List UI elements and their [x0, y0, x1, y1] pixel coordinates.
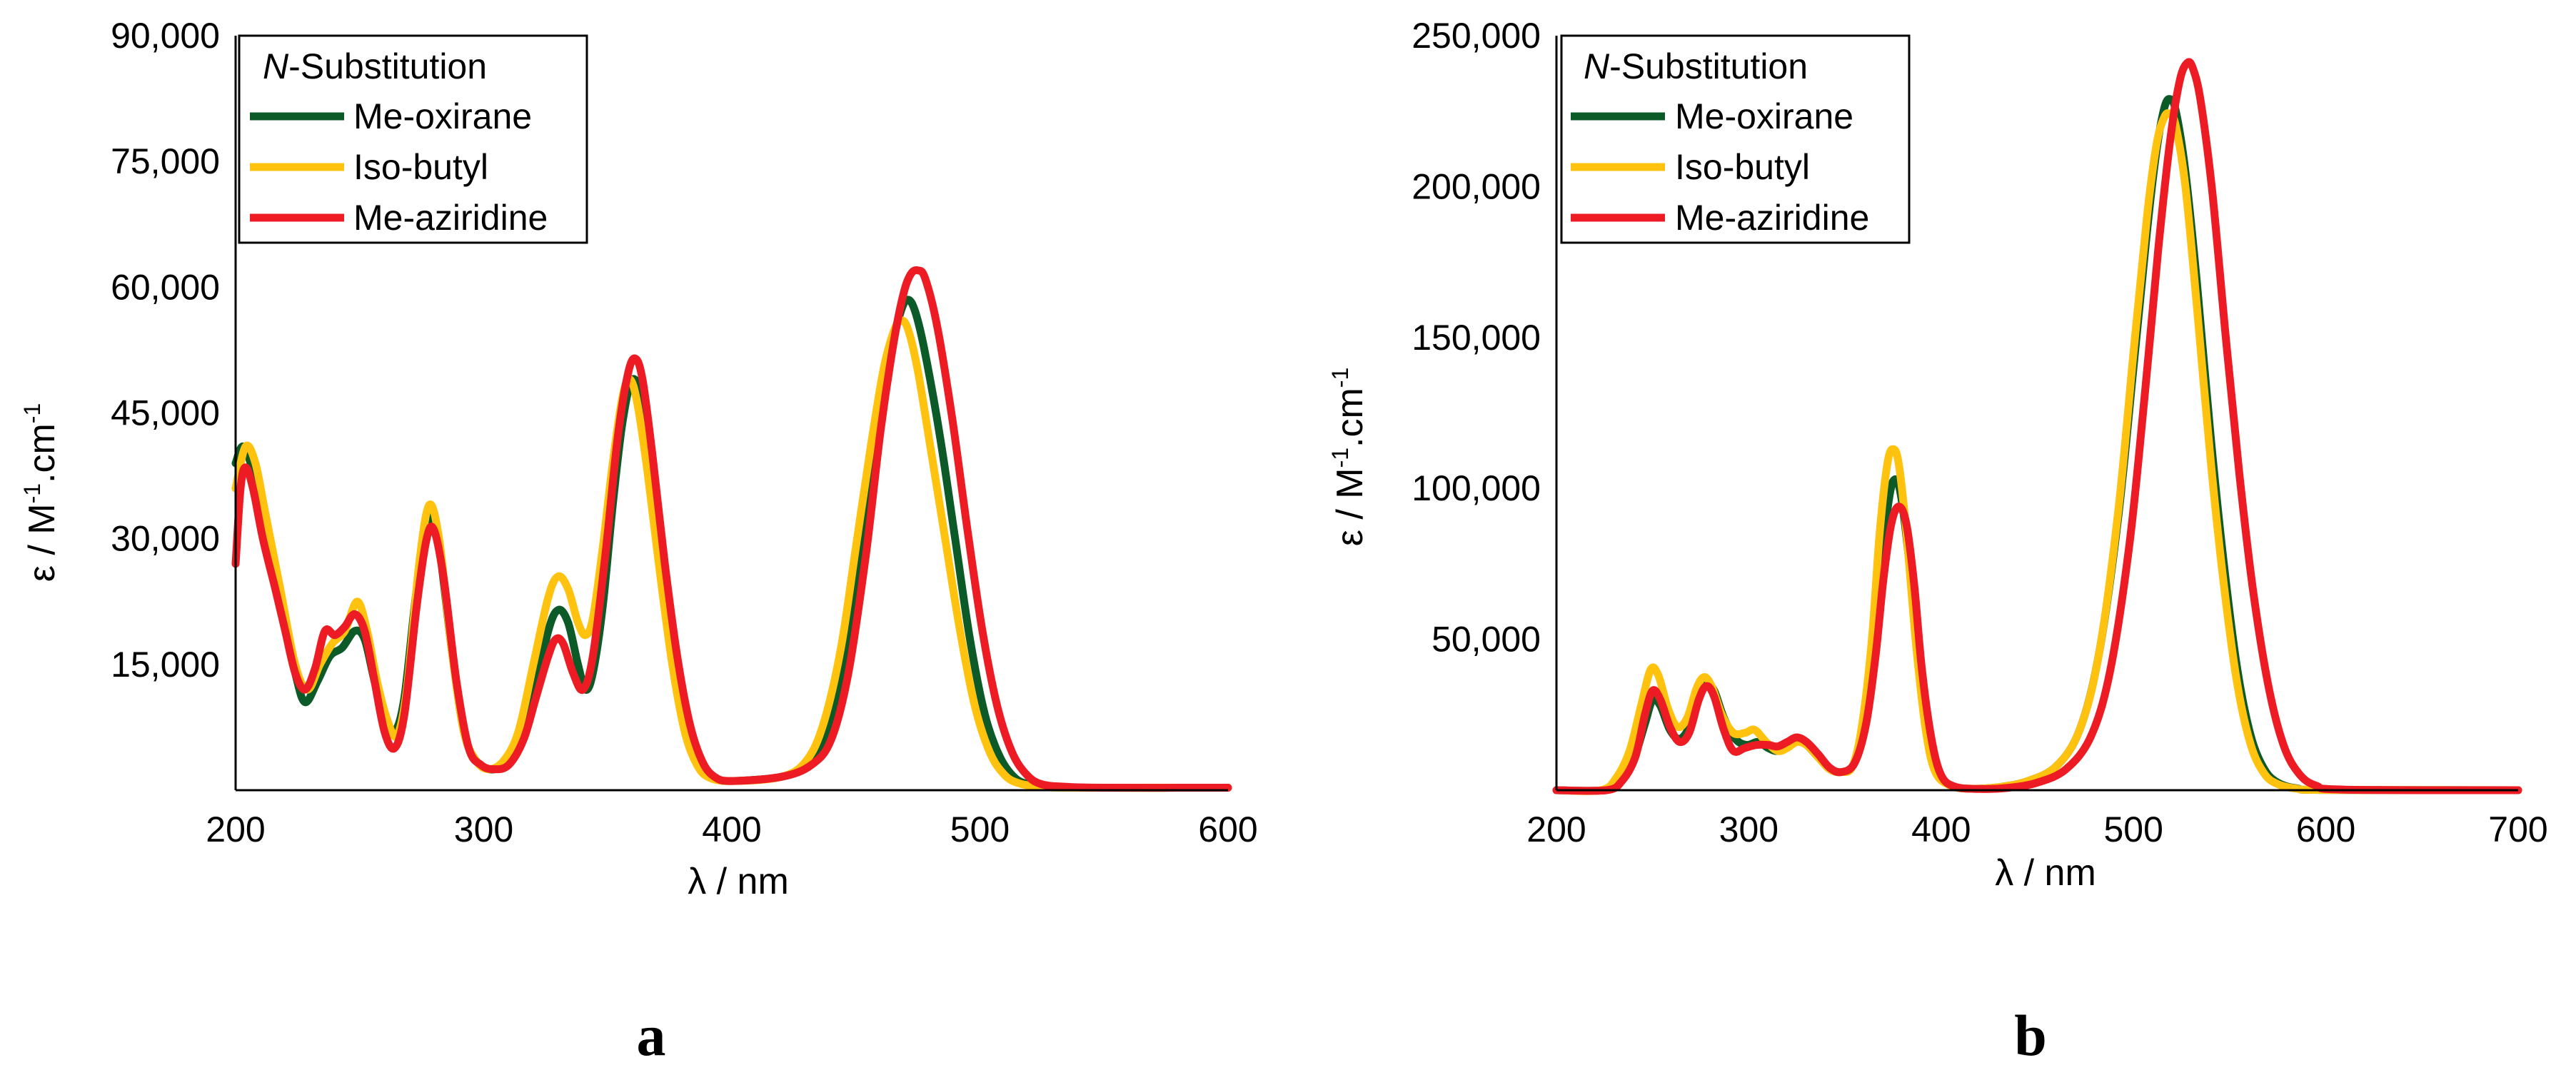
chart-a-ticks: 200 300 400 500 600 15,000 30,000 45,000 60,000 7…: [111, 16, 1258, 849]
chart-b-ylabel-sup1: -1: [1327, 448, 1353, 468]
chart-b-xtick-label: 500: [2103, 809, 2163, 849]
chart-a-xtick-label: 500: [950, 809, 1010, 849]
chart-a-legend-label-iso-butyl: Iso-butyl: [353, 147, 488, 187]
chart-a-xlabel: λ / nm: [688, 861, 789, 902]
chart-a-ylabel: ε / M-1.cm-1: [19, 403, 63, 582]
chart-b-ytick-label: 150,000: [1412, 318, 1541, 358]
chart-a-ytick-label: 15,000: [111, 645, 220, 685]
chart-b-legend-title-italic: N: [1584, 46, 1610, 86]
chart-b: 200 300 400 500 600 700 50,000 100,000 150,000 20…: [1327, 16, 2548, 1068]
chart-a-xtick-label: 600: [1198, 809, 1257, 849]
chart-a-ytick-label: 30,000: [111, 519, 220, 559]
chart-a-axes: [234, 36, 1228, 792]
chart-b-ytick-label: 250,000: [1412, 16, 1541, 56]
chart-a-series: [231, 266, 1232, 792]
chart-b-ticks: 200 300 400 500 600 700 50,000 100,000 150,000 20…: [1412, 16, 2547, 849]
chart-a-ylabel-sup1: -1: [19, 483, 45, 503]
chart-b-xtick-label: 400: [1911, 809, 1971, 849]
chart-b-legend: N-Substitution Me-oxirane Iso-butyl Me-a…: [1560, 34, 1911, 244]
chart-a-ylabel-sup2: -1: [19, 403, 45, 423]
chart-b-ytick-label: 200,000: [1412, 166, 1541, 206]
chart-a-legend-label-me-aziridine: Me-aziridine: [353, 198, 548, 238]
chart-a-ytick-label: 90,000: [111, 16, 220, 56]
chart-b-ylabel-base: ε / M: [1329, 468, 1371, 546]
chart-b-legend-title: N-Substitution: [1584, 46, 1808, 86]
chart-b-legend-label-me-aziridine: Me-aziridine: [1675, 198, 1869, 238]
chart-b-ylabel: ε / M-1.cm-1: [1327, 368, 1371, 547]
chart-b-panel-label: b: [2014, 1003, 2047, 1068]
chart-b-ytick-label: 50,000: [1432, 620, 1541, 660]
chart-a-legend: N-Substitution Me-oxirane Iso-butyl Me-a…: [238, 34, 588, 244]
chart-a-legend-box: [238, 34, 588, 244]
chart-b-xlabel: λ / nm: [1995, 852, 2096, 894]
chart-a-ylabel-base: ε / M: [21, 503, 63, 582]
chart-a-panel-label: a: [637, 1003, 666, 1068]
chart-a-ytick-label: 60,000: [111, 267, 220, 307]
chart-a-xtick-label: 400: [702, 809, 761, 849]
chart-a-legend-title-italic: N: [263, 46, 289, 86]
chart-b-axes: [1555, 36, 2518, 792]
chart-a-ylabel-mid: .cm: [21, 423, 63, 483]
chart-b-xtick-label: 300: [1719, 809, 1778, 849]
chart-b-xtick-label: 200: [1526, 809, 1586, 849]
chart-b-xtick-label: 600: [2296, 809, 2355, 849]
chart-a-xtick-label: 200: [206, 809, 265, 849]
chart-b-ylabel-sup2: -1: [1327, 368, 1353, 388]
chart-a-ytick-label: 45,000: [111, 393, 220, 433]
chart-a-series-me-aziridine: [231, 266, 1232, 792]
chart-a-legend-title-rest: -Substitution: [288, 46, 487, 86]
chart-b-series: [1552, 58, 2522, 795]
chart-b-legend-box: [1560, 34, 1911, 244]
chart-b-series-me-aziridine: [1552, 58, 2522, 795]
chart-a-ytick-label: 75,000: [111, 141, 220, 181]
chart-a-xtick-label: 300: [454, 809, 513, 849]
chart-b-legend-label-iso-butyl: Iso-butyl: [1675, 147, 1810, 187]
chart-b-legend-title-rest: -Substitution: [1609, 46, 1808, 86]
chart-b-xtick-label: 700: [2488, 809, 2547, 849]
chart-a-legend-label-me-oxirane: Me-oxirane: [353, 96, 532, 136]
chart-a: 200 300 400 500 600 15,000 30,000 45,000 60,000 7…: [19, 16, 1258, 1068]
chart-a-legend-title: N-Substitution: [263, 46, 487, 86]
chart-b-legend-label-me-oxirane: Me-oxirane: [1675, 96, 1853, 136]
chart-b-ylabel-mid: .cm: [1329, 388, 1371, 448]
chart-b-ytick-label: 100,000: [1412, 468, 1541, 508]
